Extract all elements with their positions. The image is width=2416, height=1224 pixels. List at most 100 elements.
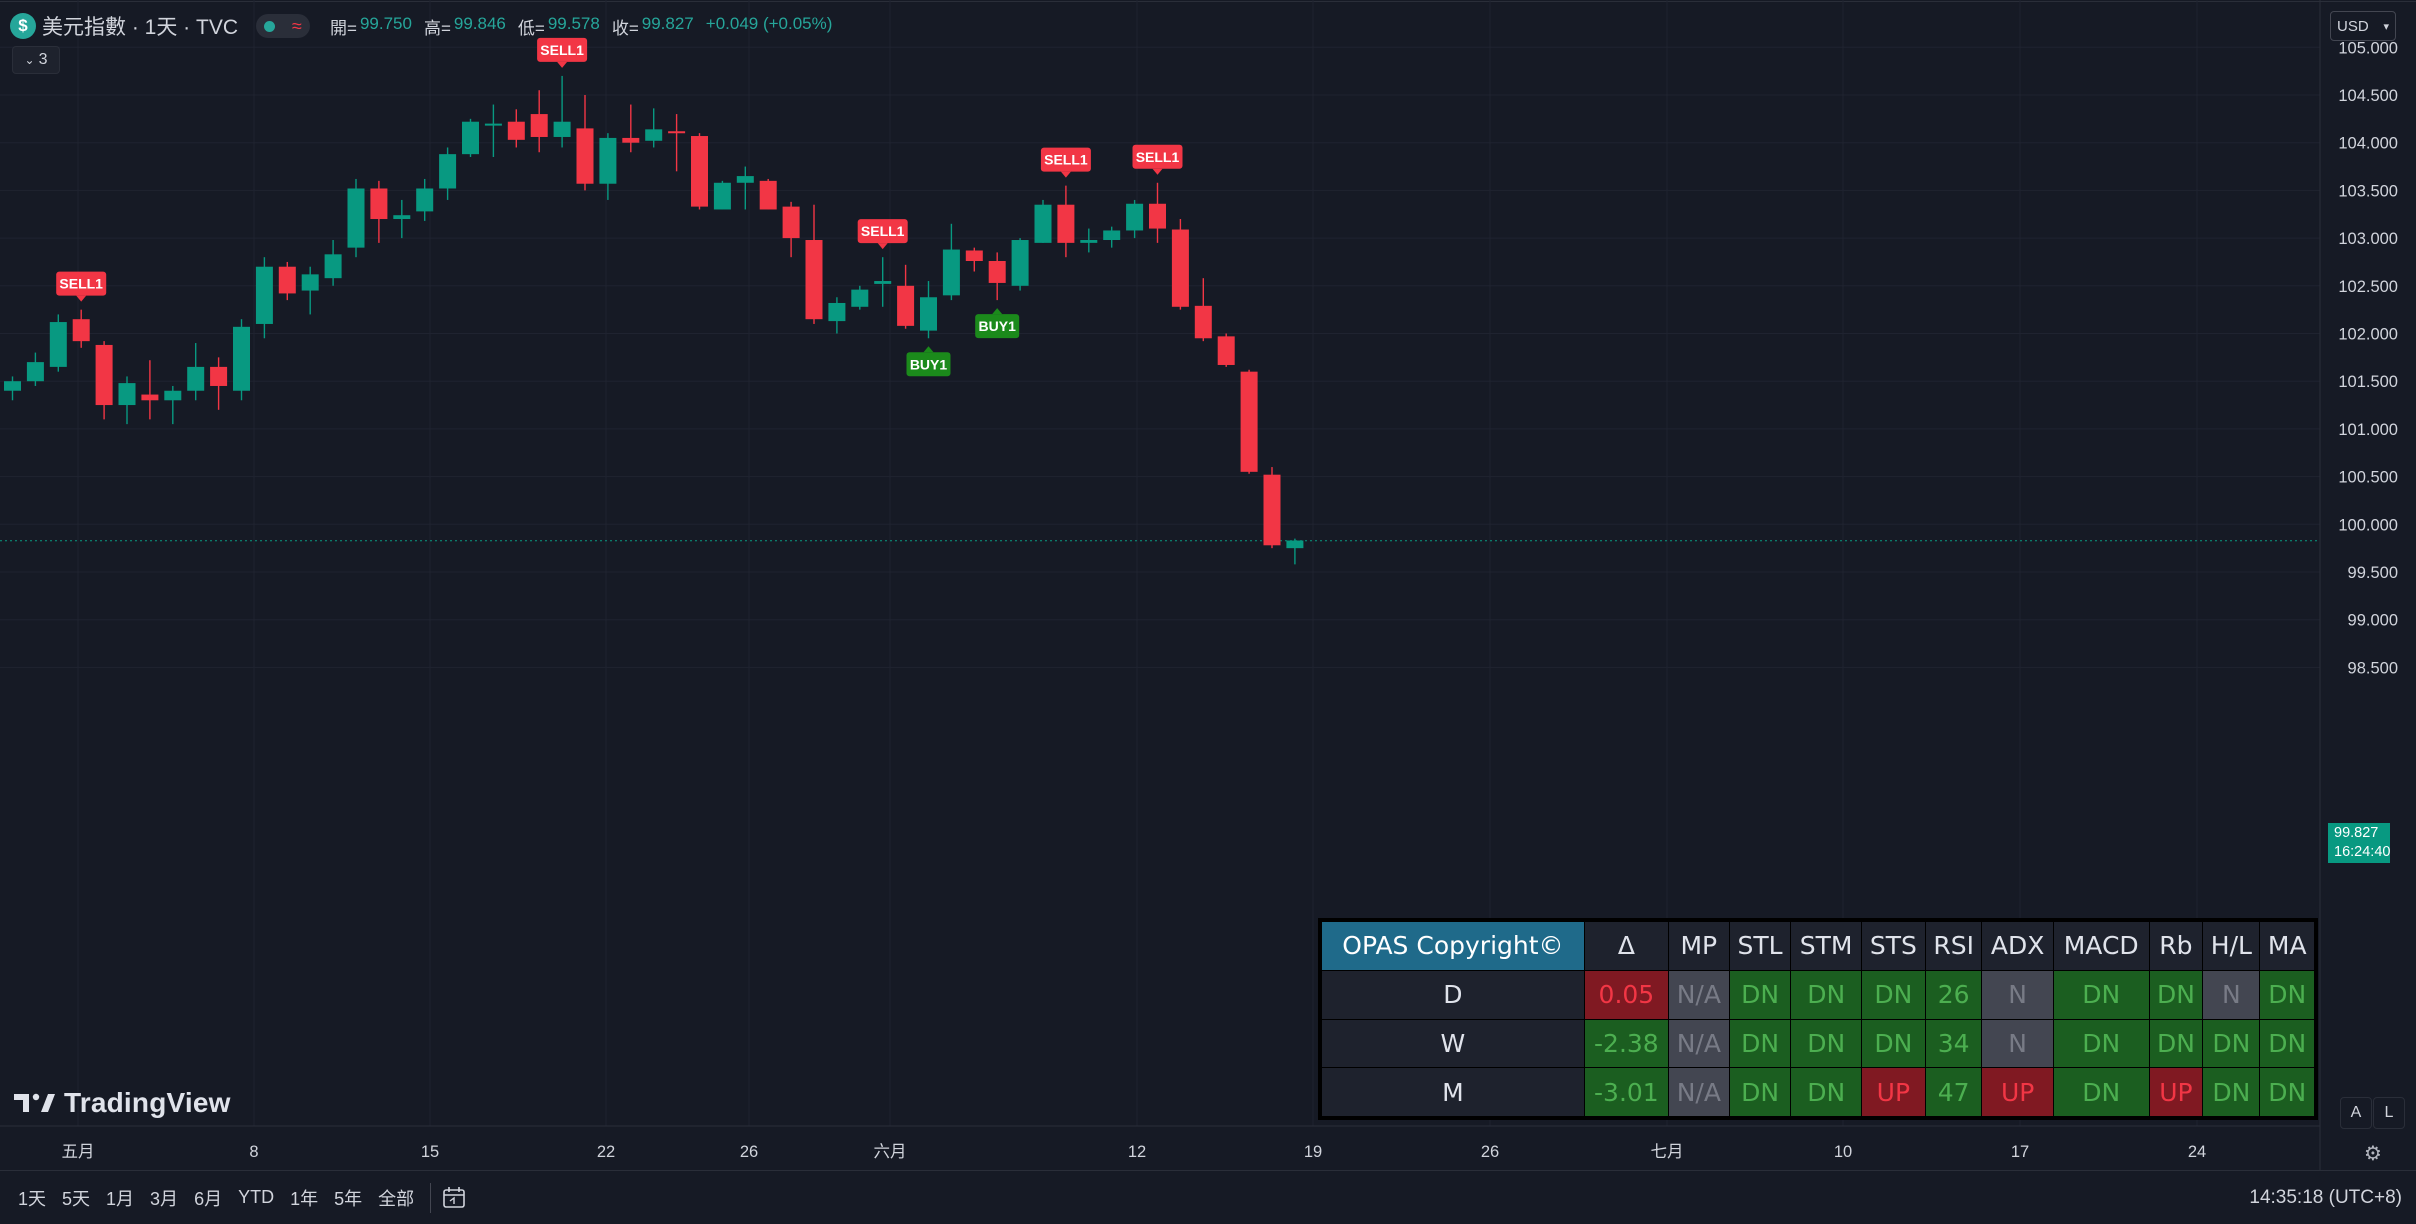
opas-table: OPAS Copyright© Δ MP STL STM STS RSI ADX MACD Rb H… [1321, 921, 2315, 1117]
candle-body [164, 390, 182, 401]
candle-body [920, 297, 937, 331]
opas-row-label: W [1321, 1018, 1585, 1069]
bottom-toolbar: 1天 5天 1月 3月 6月 YTD 1年 5年 全部 14:35:18 (UTC+8) [0, 1170, 2416, 1224]
candle [691, 133, 708, 210]
candle [622, 104, 640, 153]
clock-timezone[interactable]: 14:35:18 (UTC+8) [2249, 1186, 2402, 1208]
candle-body [691, 136, 708, 207]
sell-signal-label: SELL1 [537, 37, 588, 68]
candle [1103, 226, 1121, 248]
candle [439, 147, 457, 200]
candle [187, 343, 205, 401]
x-axis-tick-label: 26 [1481, 1143, 1499, 1161]
y-axis-tick-label: 104.000 [2338, 135, 2398, 153]
candle [324, 240, 342, 286]
candle-body [530, 114, 548, 137]
x-axis-tick-label: 10 [1834, 1143, 1852, 1161]
opas-indicator-table: OPAS Copyright© Δ MP STL STM STS RSI ADX MACD Rb H… [1318, 918, 2318, 1120]
buy-signal-label: BUY1 [906, 346, 951, 377]
opas-cell: -3.01 [1583, 1067, 1669, 1117]
candle-body [965, 250, 983, 261]
candle-body [874, 281, 892, 284]
candle-body [782, 206, 800, 239]
candle [347, 178, 365, 258]
opas-cell: -2.38 [1583, 1018, 1669, 1069]
candle [95, 341, 113, 420]
candle-body [416, 188, 434, 212]
opas-cell: DN [1860, 1018, 1926, 1069]
candle-body [141, 394, 159, 401]
opas-column-header: MA [2259, 921, 2315, 971]
tradingview-logo[interactable]: TradingView [14, 1085, 231, 1121]
range-button[interactable]: 5年 [334, 1188, 363, 1209]
range-button[interactable]: 6月 [194, 1188, 223, 1209]
candle [49, 314, 67, 372]
candle [233, 319, 250, 401]
candle [4, 376, 21, 401]
currency-select[interactable]: USD ▾ [2330, 11, 2396, 41]
price-chart[interactable]: SELL1 SELL1 SELL1 BUY1 BUY1 SELL1 SELL1 105.00… [0, 0, 2416, 1170]
opas-cell: UP [2148, 1067, 2204, 1117]
candle-body [278, 266, 296, 294]
candle [141, 360, 159, 420]
y-axis-tick-label: 103.000 [2338, 230, 2398, 248]
candle-body [1080, 240, 1098, 243]
signal-pointer [1152, 168, 1163, 175]
range-button[interactable]: 全部 [378, 1188, 415, 1209]
range-button[interactable]: 5天 [62, 1188, 91, 1209]
candle-body [324, 254, 342, 279]
candle [805, 204, 823, 324]
market-status[interactable]: ≈ [256, 14, 311, 38]
bar-countdown: 16:24:40 [2334, 844, 2391, 860]
opas-column-header: STS [1860, 921, 1926, 971]
close-value: 99.827 [641, 13, 694, 33]
high-key: 高= [423, 18, 451, 38]
candle [599, 133, 617, 200]
candle [782, 201, 800, 258]
opas-cell: N/A [1667, 1067, 1730, 1117]
candle [370, 180, 388, 243]
log-scale-button[interactable]: L [2373, 1097, 2405, 1129]
opas-cell: UP [1981, 1067, 2054, 1117]
indicators-toggle-button[interactable]: ⌄ 3 [12, 46, 60, 74]
candle-body [233, 326, 250, 391]
candle-body [759, 180, 777, 210]
candle [1080, 228, 1098, 253]
candle-body [828, 302, 846, 322]
signal-box [1132, 144, 1183, 169]
settings-gear-icon[interactable]: ⚙ [2364, 1142, 2382, 1165]
candle-body [622, 137, 640, 143]
opas-cell: UP [1860, 1067, 1926, 1117]
candle [1286, 538, 1304, 565]
range-button[interactable]: 1天 [18, 1188, 47, 1209]
opas-cell: DN [2052, 1067, 2150, 1117]
candle-body [301, 274, 319, 291]
opas-cell: 34 [1924, 1018, 1983, 1069]
range-button[interactable]: 1月 [106, 1188, 135, 1209]
range-button[interactable]: 1年 [290, 1188, 319, 1209]
symbol-title[interactable]: 美元指數 · 1天 · TVC [42, 16, 239, 39]
candle-body [1286, 540, 1304, 549]
candle-body [1217, 336, 1235, 365]
y-axis-tick-label: 102.000 [2338, 326, 2398, 344]
y-axis-tick-label: 100.000 [2338, 516, 2398, 534]
candle [118, 376, 136, 425]
candle [1194, 278, 1212, 342]
auto-scale-button[interactable]: A [2340, 1097, 2372, 1129]
candle [1126, 199, 1144, 239]
range-button[interactable]: YTD [238, 1187, 275, 1207]
candle-body [370, 188, 388, 220]
go-to-date-icon[interactable] [439, 1183, 469, 1213]
candle-body [805, 240, 823, 320]
candle-body [439, 154, 457, 189]
range-button[interactable]: 3月 [150, 1188, 179, 1209]
high-value: 99.846 [453, 13, 506, 33]
signal-text: SELL1 [540, 42, 584, 58]
candle [576, 95, 594, 191]
opas-column-header: RSI [1924, 921, 1983, 971]
candle-body [347, 188, 365, 248]
opas-cell: DN [1790, 1067, 1862, 1117]
sell-signal-label: SELL1 [857, 219, 908, 250]
open-key: 開= [330, 18, 357, 38]
candle-body [1126, 203, 1144, 231]
